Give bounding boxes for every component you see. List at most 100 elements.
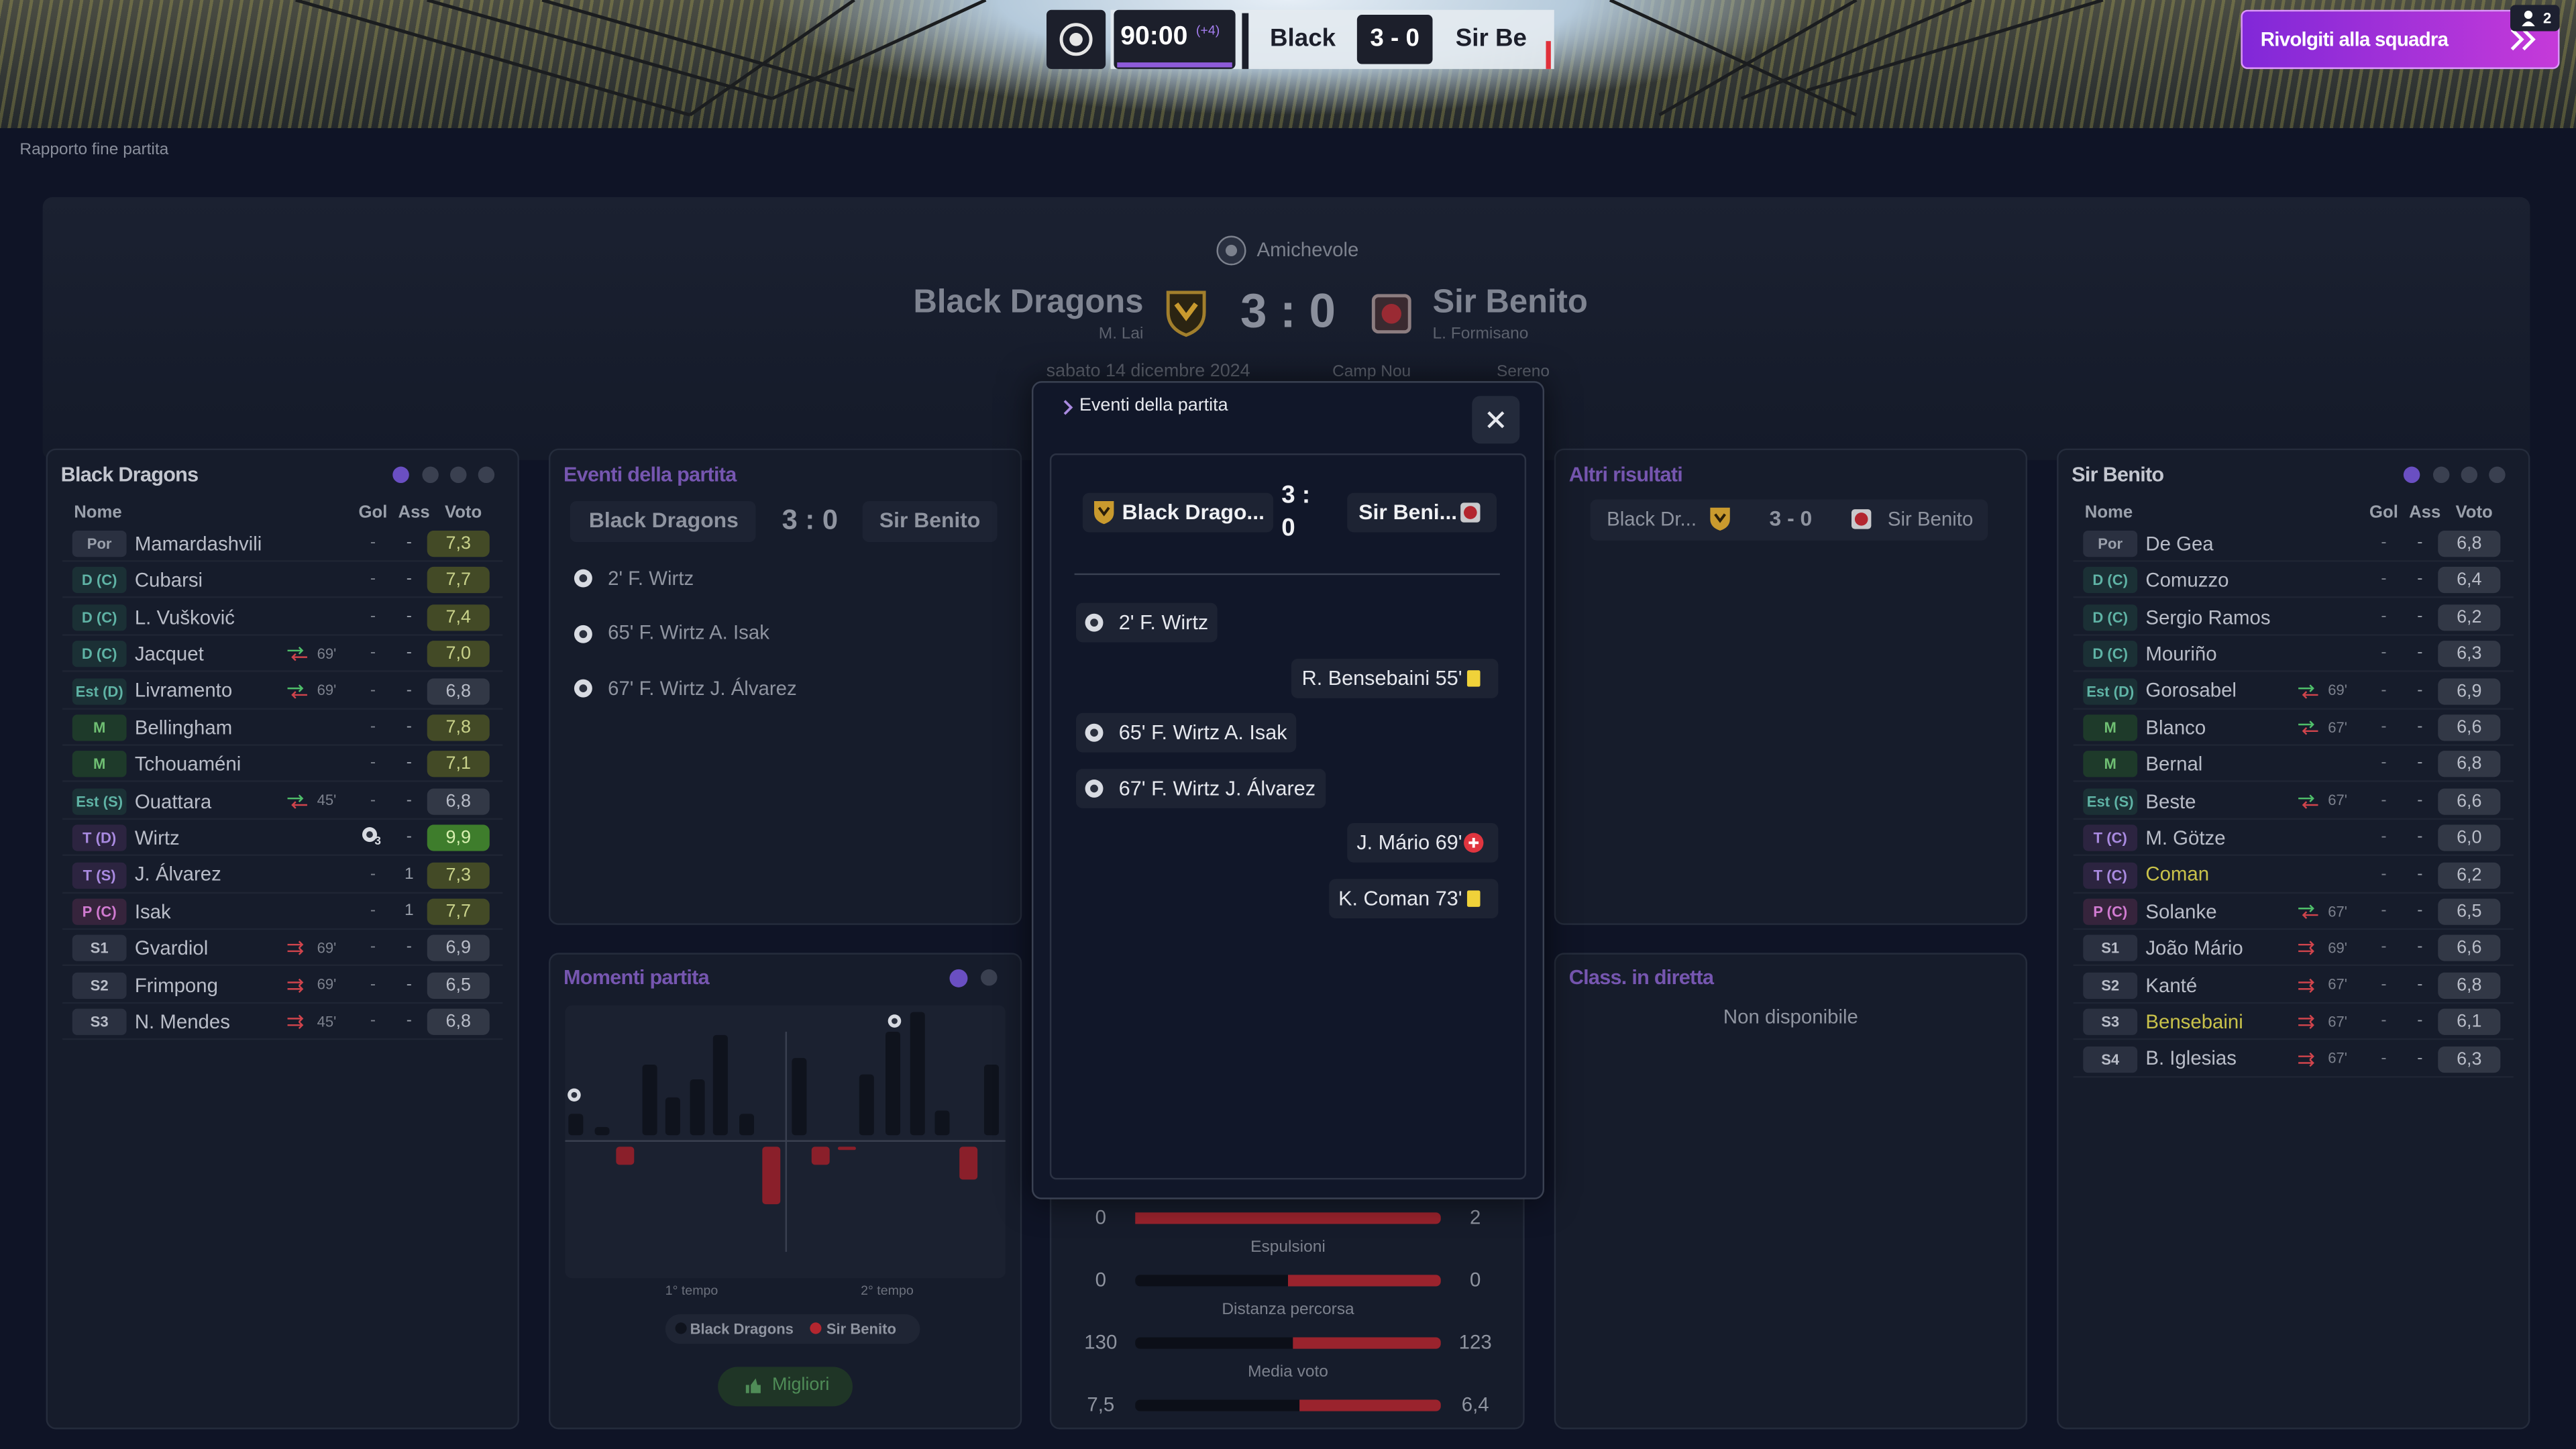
- icon-part: [287, 948, 304, 956]
- rating: 6,6: [2438, 788, 2501, 815]
- row-separator: [62, 891, 503, 894]
- row-separator: [2073, 744, 2514, 746]
- sub-minute: 67': [2328, 1013, 2347, 1030]
- row-separator: [2073, 928, 2514, 930]
- assists: -: [406, 791, 412, 810]
- team-talk-label: Rivolgiti alla squadra: [2260, 28, 2449, 51]
- goal-icon: [574, 569, 592, 588]
- player-name: Frimpong: [134, 973, 218, 997]
- column-header: Ass: [2409, 502, 2441, 523]
- player-name: Coman: [2145, 863, 2210, 886]
- away-momentum-bar: [762, 1146, 781, 1205]
- position-badge: Est (S): [72, 788, 127, 815]
- assists: -: [2417, 975, 2423, 994]
- row-separator: [2073, 891, 2514, 894]
- goals: -: [370, 533, 376, 552]
- icon-part: [2298, 1058, 2314, 1067]
- home-momentum-bar: [712, 1034, 728, 1136]
- row-separator: [2073, 965, 2514, 967]
- best-button[interactable]: [718, 1366, 853, 1407]
- stat-home: 7,5: [1087, 1393, 1115, 1416]
- match-score: 3 : 0: [1240, 285, 1336, 338]
- rating: 6,8: [2438, 972, 2501, 999]
- sub-icon: [287, 1015, 304, 1030]
- position-badge: D (C): [72, 604, 127, 631]
- assists: -: [406, 607, 412, 626]
- goals: -: [2381, 1049, 2387, 1067]
- goal-icon: [1085, 779, 1104, 798]
- player-name: Comuzzo: [2145, 568, 2229, 592]
- icon-part: [1854, 513, 1868, 526]
- icon-part: [291, 800, 307, 809]
- rating: 6,6: [2438, 935, 2501, 962]
- position-badge: T (S): [72, 861, 127, 888]
- event: 2' F. Wirtz: [608, 566, 694, 590]
- event: 65' F. Wirtz A. Isak: [608, 621, 769, 645]
- assists: -: [2417, 570, 2423, 589]
- goal-icon: [568, 1088, 581, 1102]
- sub-icon: [287, 978, 304, 993]
- sub-icon: [287, 684, 307, 698]
- away-crest-large: [1371, 294, 1411, 334]
- rating: 7,1: [427, 751, 490, 778]
- goals: -: [2381, 1012, 2387, 1030]
- added-time: (+4): [1195, 23, 1220, 38]
- position-badge: D (C): [2083, 567, 2138, 594]
- position-badge: S1: [2083, 935, 2138, 962]
- assists: -: [406, 681, 412, 700]
- home-team: Black Dragons: [913, 284, 1144, 321]
- assists: -: [406, 975, 412, 994]
- icon-part: [1090, 784, 1098, 792]
- position-badge: D (C): [2083, 641, 2138, 667]
- rating: 7,4: [427, 604, 490, 631]
- goals: -: [2381, 533, 2387, 552]
- away-momentum-bar: [959, 1146, 978, 1180]
- goals: -: [370, 865, 376, 883]
- position-badge: Est (D): [2083, 678, 2138, 704]
- assists: -: [2417, 607, 2423, 626]
- header-separator: [1074, 573, 1500, 576]
- event-pill: K. Coman 73': [1328, 879, 1499, 918]
- rating: 6,5: [2438, 898, 2501, 925]
- icon-part: [1174, 302, 1198, 321]
- sub-icon: [2298, 1051, 2314, 1067]
- stat-away: 6,4: [1461, 1393, 1489, 1416]
- team-talk-button[interactable]: [2241, 9, 2560, 69]
- goals: -: [370, 1012, 376, 1030]
- page-dot: [450, 466, 467, 483]
- icon-part: [2524, 10, 2533, 19]
- home-crest: [1094, 500, 1114, 525]
- stat-home: 130: [1084, 1330, 1118, 1354]
- row-separator: [62, 1038, 503, 1040]
- yellow-card: [1466, 669, 1481, 686]
- icon-part: [1090, 619, 1098, 627]
- legend-label: Black Dragons: [690, 1320, 794, 1337]
- position-badge: T (C): [2083, 824, 2138, 852]
- sub-minute: 69': [317, 939, 337, 957]
- icon-part: [1466, 669, 1481, 686]
- rating: 6,9: [427, 935, 490, 962]
- row-separator: [62, 781, 503, 783]
- event: 67' F. Wirtz J. Álvarez: [608, 676, 797, 700]
- row-separator: [2073, 670, 2514, 673]
- position-badge: S4: [2083, 1046, 2138, 1073]
- goals: -: [2381, 865, 2387, 883]
- rating: 6,3: [2438, 1046, 2501, 1073]
- column-header: Nome: [2084, 502, 2133, 523]
- row-separator: [2073, 1038, 2514, 1040]
- player-name: Kanté: [2145, 973, 2198, 997]
- assists: -: [2417, 644, 2423, 663]
- modal-content: [1049, 453, 1527, 1180]
- competition-icon: [1216, 235, 1246, 266]
- rating: 6,8: [427, 1009, 490, 1036]
- away-team: Sir Benito: [1432, 284, 1588, 321]
- rating: 7,3: [427, 531, 490, 557]
- score-box: [1356, 15, 1433, 64]
- chevron-path: [2510, 28, 2536, 51]
- sub-minute: 69': [2328, 939, 2347, 957]
- row-separator: [2073, 781, 2514, 783]
- stat-bar-home: [1135, 1275, 1288, 1287]
- truss-lines: [295, 0, 2104, 117]
- goals: -: [370, 681, 376, 700]
- event-pill: 67' F. Wirtz J. Álvarez: [1076, 768, 1326, 808]
